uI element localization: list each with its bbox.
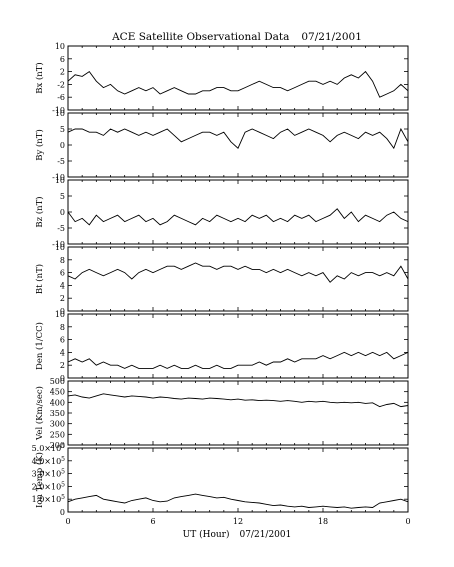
y-tick-label: 0 <box>60 374 65 383</box>
x-tick-label: 6 <box>150 517 155 526</box>
y-tick-label: 0 <box>60 141 65 150</box>
title-text: ACE Satellite Observational Data <box>111 31 289 43</box>
y-tick-label: 350 <box>50 409 65 418</box>
y-axis-title-bz-nt: Bz (nT) <box>34 196 45 227</box>
panels: 10 6 2 -2 -6 -10 Bx (nT) 10 5 0 -5 -10 By (nT) 10 5 0 -5… <box>32 42 409 517</box>
y-tick-label: 10 <box>55 176 65 185</box>
y-tick-label: 5.0×105 <box>32 443 66 453</box>
series-line-den-1-cc <box>67 351 409 369</box>
y-tick-label: 1.0×105 <box>32 494 66 504</box>
y-tick-label: 450 <box>50 388 65 397</box>
y-tick-label: 2 <box>60 361 65 370</box>
y-tick-label: 4 <box>60 348 65 357</box>
x-axis-tick-labels: 0 6 12 18 0 <box>65 517 410 526</box>
y-tick-label: 2 <box>60 294 65 303</box>
y-tick-label: 250 <box>50 430 65 439</box>
y-tick-exponent: 5 <box>61 443 65 450</box>
y-tick-label: -2 <box>57 80 65 89</box>
y-tick-label: 400 <box>50 398 65 407</box>
y-tick-label: 0 <box>60 208 65 217</box>
panel-bz-nt: 10 5 0 -5 -10 Bz (nT) <box>34 176 409 249</box>
y-tick-label: 10 <box>55 42 65 51</box>
series-line-vel-km-sec <box>67 393 409 408</box>
y-tick-label: -10 <box>52 106 65 115</box>
y-tick-label: -5 <box>57 157 65 166</box>
series-line-bz-nt <box>67 208 409 226</box>
series-line-ion-temp-k <box>67 493 409 509</box>
x-tick-label: 0 <box>405 517 410 526</box>
figure-title: ACE Satellite Observational Data 07/21/20… <box>111 31 362 43</box>
y-axis-title-bt-nt: Bt (nT) <box>34 264 45 294</box>
series-line-bt-nt <box>67 262 409 283</box>
y-tick-label: 4 <box>60 281 65 290</box>
y-axis-title-vel-km-sec: Vel (Km/sec) <box>34 386 45 441</box>
y-axis-title-bx-nt: Bx (nT) <box>34 62 45 94</box>
panel-by-nt: 10 5 0 -5 -10 By (nT) <box>34 109 409 182</box>
panel-frame-bz-nt <box>67 179 409 245</box>
y-axis-title-den-1-cc: Den (1/CC) <box>34 322 45 370</box>
y-tick-label: 200 <box>50 441 65 450</box>
y-tick-label: -6 <box>57 93 65 102</box>
y-tick-label: 6 <box>60 336 65 345</box>
y-tick-exponent: 5 <box>61 469 65 476</box>
y-tick-label: 3.0×105 <box>32 469 66 479</box>
y-tick-label: 6 <box>60 269 65 278</box>
y-tick-label: 10 <box>55 310 65 319</box>
y-tick-label: -10 <box>52 240 65 249</box>
series-line-by-nt <box>67 127 409 150</box>
y-tick-exponent: 5 <box>61 481 65 488</box>
y-tick-label: 8 <box>60 256 65 265</box>
y-tick-label: -5 <box>57 224 65 233</box>
panel-bx-nt: 10 6 2 -2 -6 -10 Bx (nT) <box>34 42 409 115</box>
y-tick-label: 5 <box>60 125 65 134</box>
series-line-bx-nt <box>67 70 409 98</box>
y-tick-label: 2 <box>60 68 65 77</box>
panel-frame-vel-km-sec <box>67 380 409 446</box>
panel-frame-den-1-cc <box>67 313 409 379</box>
y-tick-label: 5 <box>60 192 65 201</box>
y-axis-title-by-nt: By (nT) <box>34 129 45 161</box>
y-tick-label: 8 <box>60 323 65 332</box>
panel-den-1-cc: 10 8 6 4 2 0 Den (1/CC) <box>34 310 409 383</box>
title-date: 07/21/2001 <box>301 31 362 43</box>
y-tick-label: 500 <box>50 377 65 386</box>
panel-frame-bx-nt <box>67 45 409 111</box>
y-tick-label: -10 <box>52 173 65 182</box>
y-axis-title-ion-temp-k: Ion Temp (K) <box>34 452 45 508</box>
y-tick-label: 10 <box>55 109 65 118</box>
x-axis-title: UT (Hour) 07/21/2001 <box>183 529 292 540</box>
y-tick-label: 300 <box>50 420 65 429</box>
y-tick-label: 0 <box>60 508 65 517</box>
x-tick-label: 18 <box>318 517 328 526</box>
y-tick-label: 10 <box>55 243 65 252</box>
y-tick-label: 2.0×105 <box>32 481 66 491</box>
y-tick-exponent: 5 <box>61 494 65 501</box>
panel-frame-bt-nt <box>67 246 409 312</box>
y-tick-label: 0 <box>60 307 65 316</box>
panel-bt-nt: 10 8 6 4 2 0 Bt (nT) <box>34 243 409 316</box>
x-axis-title-date: 07/21/2001 <box>239 530 291 540</box>
panel-ion-temp-k: 5.0×105 4.0×105 3.0×105 2.0×105 1.0×105 0 Ion … <box>32 443 409 517</box>
y-tick-label: 4.0×105 <box>32 456 66 466</box>
y-tick-exponent: 5 <box>61 456 65 463</box>
x-axis-title-text: UT (Hour) <box>183 529 230 540</box>
y-tick-label: 6 <box>60 55 65 64</box>
panel-frame-by-nt <box>67 112 409 178</box>
x-tick-label: 12 <box>233 517 243 526</box>
x-tick-label: 0 <box>65 517 70 526</box>
